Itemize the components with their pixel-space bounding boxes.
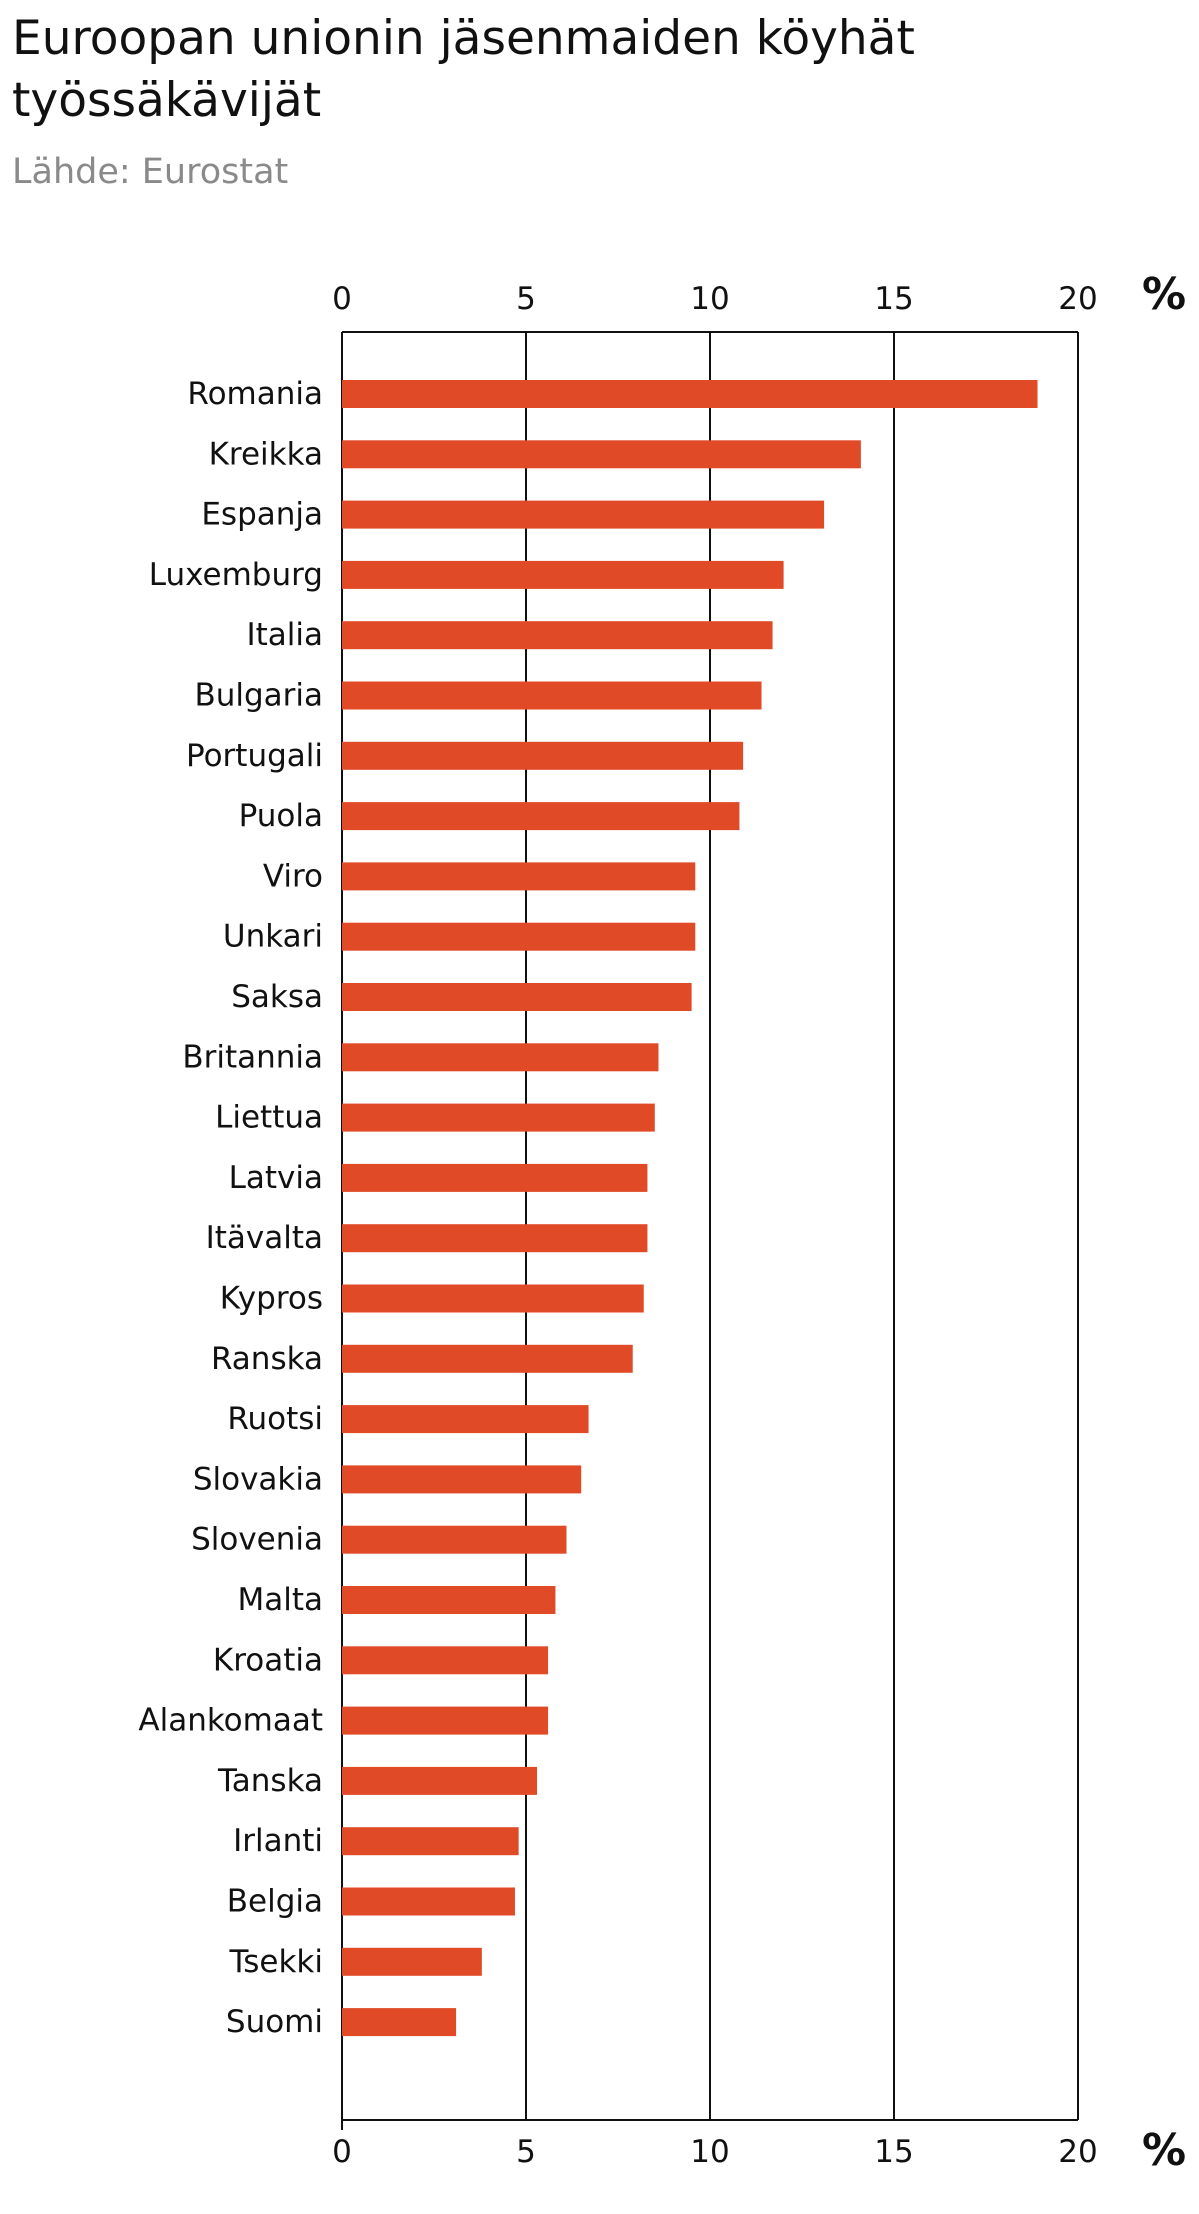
category-label-kypros: Kypros xyxy=(220,1281,323,1317)
category-label-it-valta: Itävalta xyxy=(206,1220,323,1256)
bar-liettua xyxy=(342,1103,655,1132)
bar-slovakia xyxy=(342,1465,582,1494)
category-label-liettua: Liettua xyxy=(215,1100,323,1136)
category-label-belgia: Belgia xyxy=(227,1884,323,1920)
category-label-malta: Malta xyxy=(237,1582,323,1618)
category-label-alankomaat: Alankomaat xyxy=(138,1703,323,1739)
category-label-saksa: Saksa xyxy=(231,979,323,1015)
bar-espanja xyxy=(342,500,825,529)
unit-label-bottom: % xyxy=(1142,2125,1186,2176)
bar-italia xyxy=(342,621,773,650)
bar-ranska xyxy=(342,1344,633,1373)
bar-irlanti xyxy=(342,1827,519,1856)
bar-it-valta xyxy=(342,1224,648,1253)
bar-romania xyxy=(342,380,1038,408)
category-label-latvia: Latvia xyxy=(229,1160,323,1196)
chart-source: Lähde: Eurostat xyxy=(12,152,289,192)
bar-bulgaria xyxy=(342,681,762,710)
bar-portugali xyxy=(342,741,744,770)
category-label-slovenia: Slovenia xyxy=(191,1522,323,1558)
x-tick-label-bottom-20: 20 xyxy=(1058,2134,1097,2170)
bar-luxemburg xyxy=(342,560,784,589)
category-label-ranska: Ranska xyxy=(211,1341,323,1377)
bar-puola xyxy=(342,802,740,831)
bar-britannia xyxy=(342,1043,659,1072)
category-label-irlanti: Irlanti xyxy=(233,1823,323,1859)
category-label-suomi: Suomi xyxy=(226,2004,323,2040)
category-label-kreikka: Kreikka xyxy=(209,436,323,472)
bar-saksa xyxy=(342,983,692,1011)
x-tick-label-bottom-10: 10 xyxy=(690,2134,729,2170)
bar-tsekki xyxy=(342,1947,482,1976)
bar-suomi xyxy=(342,2008,457,2037)
x-tick-label-bottom-0: 0 xyxy=(332,2134,352,2170)
bar-kreikka xyxy=(342,440,861,469)
x-tick-label-bottom-15: 15 xyxy=(874,2134,913,2170)
x-tick-label-top-15: 15 xyxy=(874,281,913,317)
bar-belgia xyxy=(342,1887,515,1916)
category-label-tsekki: Tsekki xyxy=(228,1944,323,1980)
category-label-luxemburg: Luxemburg xyxy=(149,557,323,593)
category-label-espanja: Espanja xyxy=(201,497,323,533)
category-label-tanska: Tanska xyxy=(217,1763,323,1799)
category-label-britannia: Britannia xyxy=(182,1039,323,1075)
category-label-kroatia: Kroatia xyxy=(213,1642,323,1678)
bar-kroatia xyxy=(342,1646,549,1675)
category-label-romania: Romania xyxy=(187,376,323,412)
x-tick-label-top-0: 0 xyxy=(332,281,352,317)
x-tick-label-bottom-5: 5 xyxy=(516,2134,536,2170)
x-tick-label-top-5: 5 xyxy=(516,281,536,317)
category-label-viro: Viro xyxy=(263,858,323,894)
category-label-italia: Italia xyxy=(246,617,323,653)
bar-malta xyxy=(342,1586,556,1614)
category-label-puola: Puola xyxy=(239,798,323,834)
bar-slovenia xyxy=(342,1525,567,1554)
x-tick-label-top-20: 20 xyxy=(1058,281,1097,317)
category-label-portugali: Portugali xyxy=(186,738,323,774)
category-label-slovakia: Slovakia xyxy=(193,1461,323,1497)
x-tick-label-top-10: 10 xyxy=(690,281,729,317)
category-label-unkari: Unkari xyxy=(223,919,323,955)
bar-ruotsi xyxy=(342,1405,589,1434)
chart-title: Euroopan unionin jäsenmaiden köyhät työs… xyxy=(12,11,915,128)
category-label-ruotsi: Ruotsi xyxy=(227,1401,323,1437)
bar-viro xyxy=(342,862,696,891)
bar-latvia xyxy=(342,1163,648,1192)
bar-kypros xyxy=(342,1284,644,1313)
unit-label-top: % xyxy=(1142,269,1186,320)
bar-unkari xyxy=(342,922,696,951)
bar-tanska xyxy=(342,1766,538,1795)
bar-alankomaat xyxy=(342,1706,549,1735)
category-label-bulgaria: Bulgaria xyxy=(194,678,323,714)
